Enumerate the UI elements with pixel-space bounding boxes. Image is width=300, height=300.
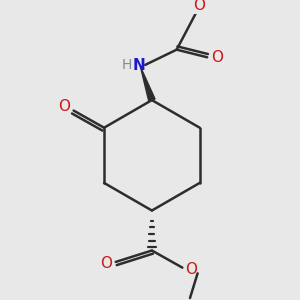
Text: O: O	[58, 99, 70, 114]
Text: O: O	[194, 0, 206, 14]
Text: O: O	[100, 256, 112, 271]
Text: O: O	[211, 50, 223, 65]
Text: N: N	[132, 58, 145, 73]
Polygon shape	[140, 67, 155, 101]
Text: O: O	[185, 262, 197, 277]
Text: H: H	[122, 58, 132, 72]
